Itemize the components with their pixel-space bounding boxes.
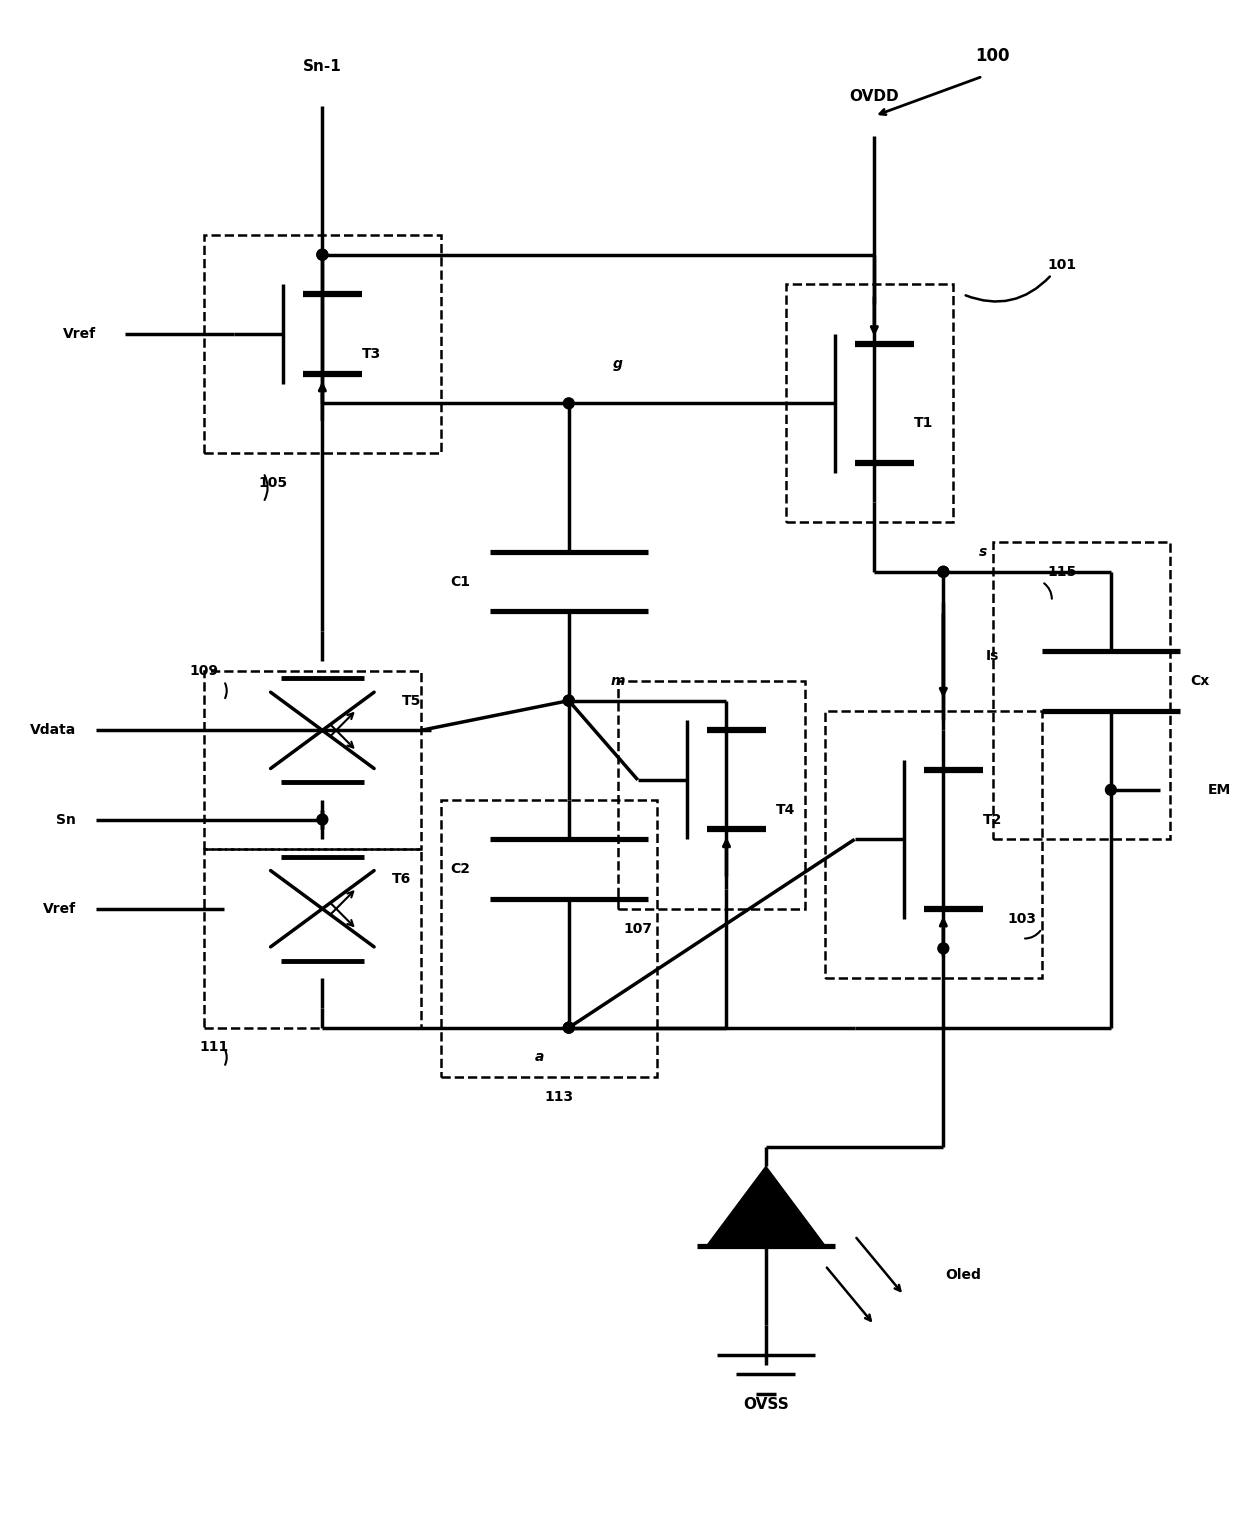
Text: 100: 100 <box>976 48 1009 66</box>
Circle shape <box>563 696 574 706</box>
Text: EM: EM <box>1208 783 1231 797</box>
Text: g: g <box>613 357 622 371</box>
Circle shape <box>563 399 574 409</box>
Text: T1: T1 <box>914 416 934 431</box>
Text: 105: 105 <box>258 476 288 489</box>
Text: Is: Is <box>986 649 999 663</box>
Bar <box>440 800 657 1077</box>
Text: Vdata: Vdata <box>30 723 76 737</box>
Circle shape <box>317 249 327 260</box>
Text: Sn-1: Sn-1 <box>303 58 342 74</box>
Text: T5: T5 <box>402 694 420 708</box>
Text: C2: C2 <box>450 862 470 876</box>
Text: 111: 111 <box>200 1040 228 1054</box>
Text: 101: 101 <box>1047 257 1076 271</box>
Text: Vref: Vref <box>43 902 76 916</box>
Circle shape <box>317 249 327 260</box>
Bar <box>825 711 1042 979</box>
Text: OVDD: OVDD <box>849 89 899 103</box>
Text: C1: C1 <box>450 574 470 589</box>
Text: Oled: Oled <box>945 1268 981 1282</box>
Text: Cx: Cx <box>1190 674 1209 688</box>
Text: 107: 107 <box>624 922 652 936</box>
Text: 103: 103 <box>1008 911 1037 925</box>
Text: s: s <box>978 545 987 559</box>
Bar <box>992 542 1171 839</box>
Circle shape <box>937 943 949 954</box>
Text: a: a <box>534 1051 544 1065</box>
Bar <box>205 671 420 850</box>
Text: 115: 115 <box>1047 565 1076 579</box>
Bar <box>205 235 440 452</box>
Text: Vref: Vref <box>62 326 95 342</box>
Circle shape <box>1106 785 1116 796</box>
Text: m: m <box>611 674 625 688</box>
Text: T6: T6 <box>392 873 410 886</box>
Text: T4: T4 <box>776 803 795 817</box>
Text: Sn: Sn <box>56 813 76 826</box>
Circle shape <box>563 1022 574 1033</box>
Text: 113: 113 <box>544 1090 573 1103</box>
Circle shape <box>317 814 327 825</box>
Circle shape <box>937 566 949 577</box>
Text: T3: T3 <box>362 346 381 360</box>
Text: 109: 109 <box>190 663 218 677</box>
Circle shape <box>937 566 949 577</box>
Polygon shape <box>707 1167 825 1245</box>
Text: OVSS: OVSS <box>743 1397 789 1411</box>
Bar <box>205 850 420 1028</box>
Circle shape <box>563 696 574 706</box>
Bar <box>786 285 954 522</box>
Bar <box>618 680 805 908</box>
Text: T2: T2 <box>983 813 1002 826</box>
Circle shape <box>563 1022 574 1033</box>
